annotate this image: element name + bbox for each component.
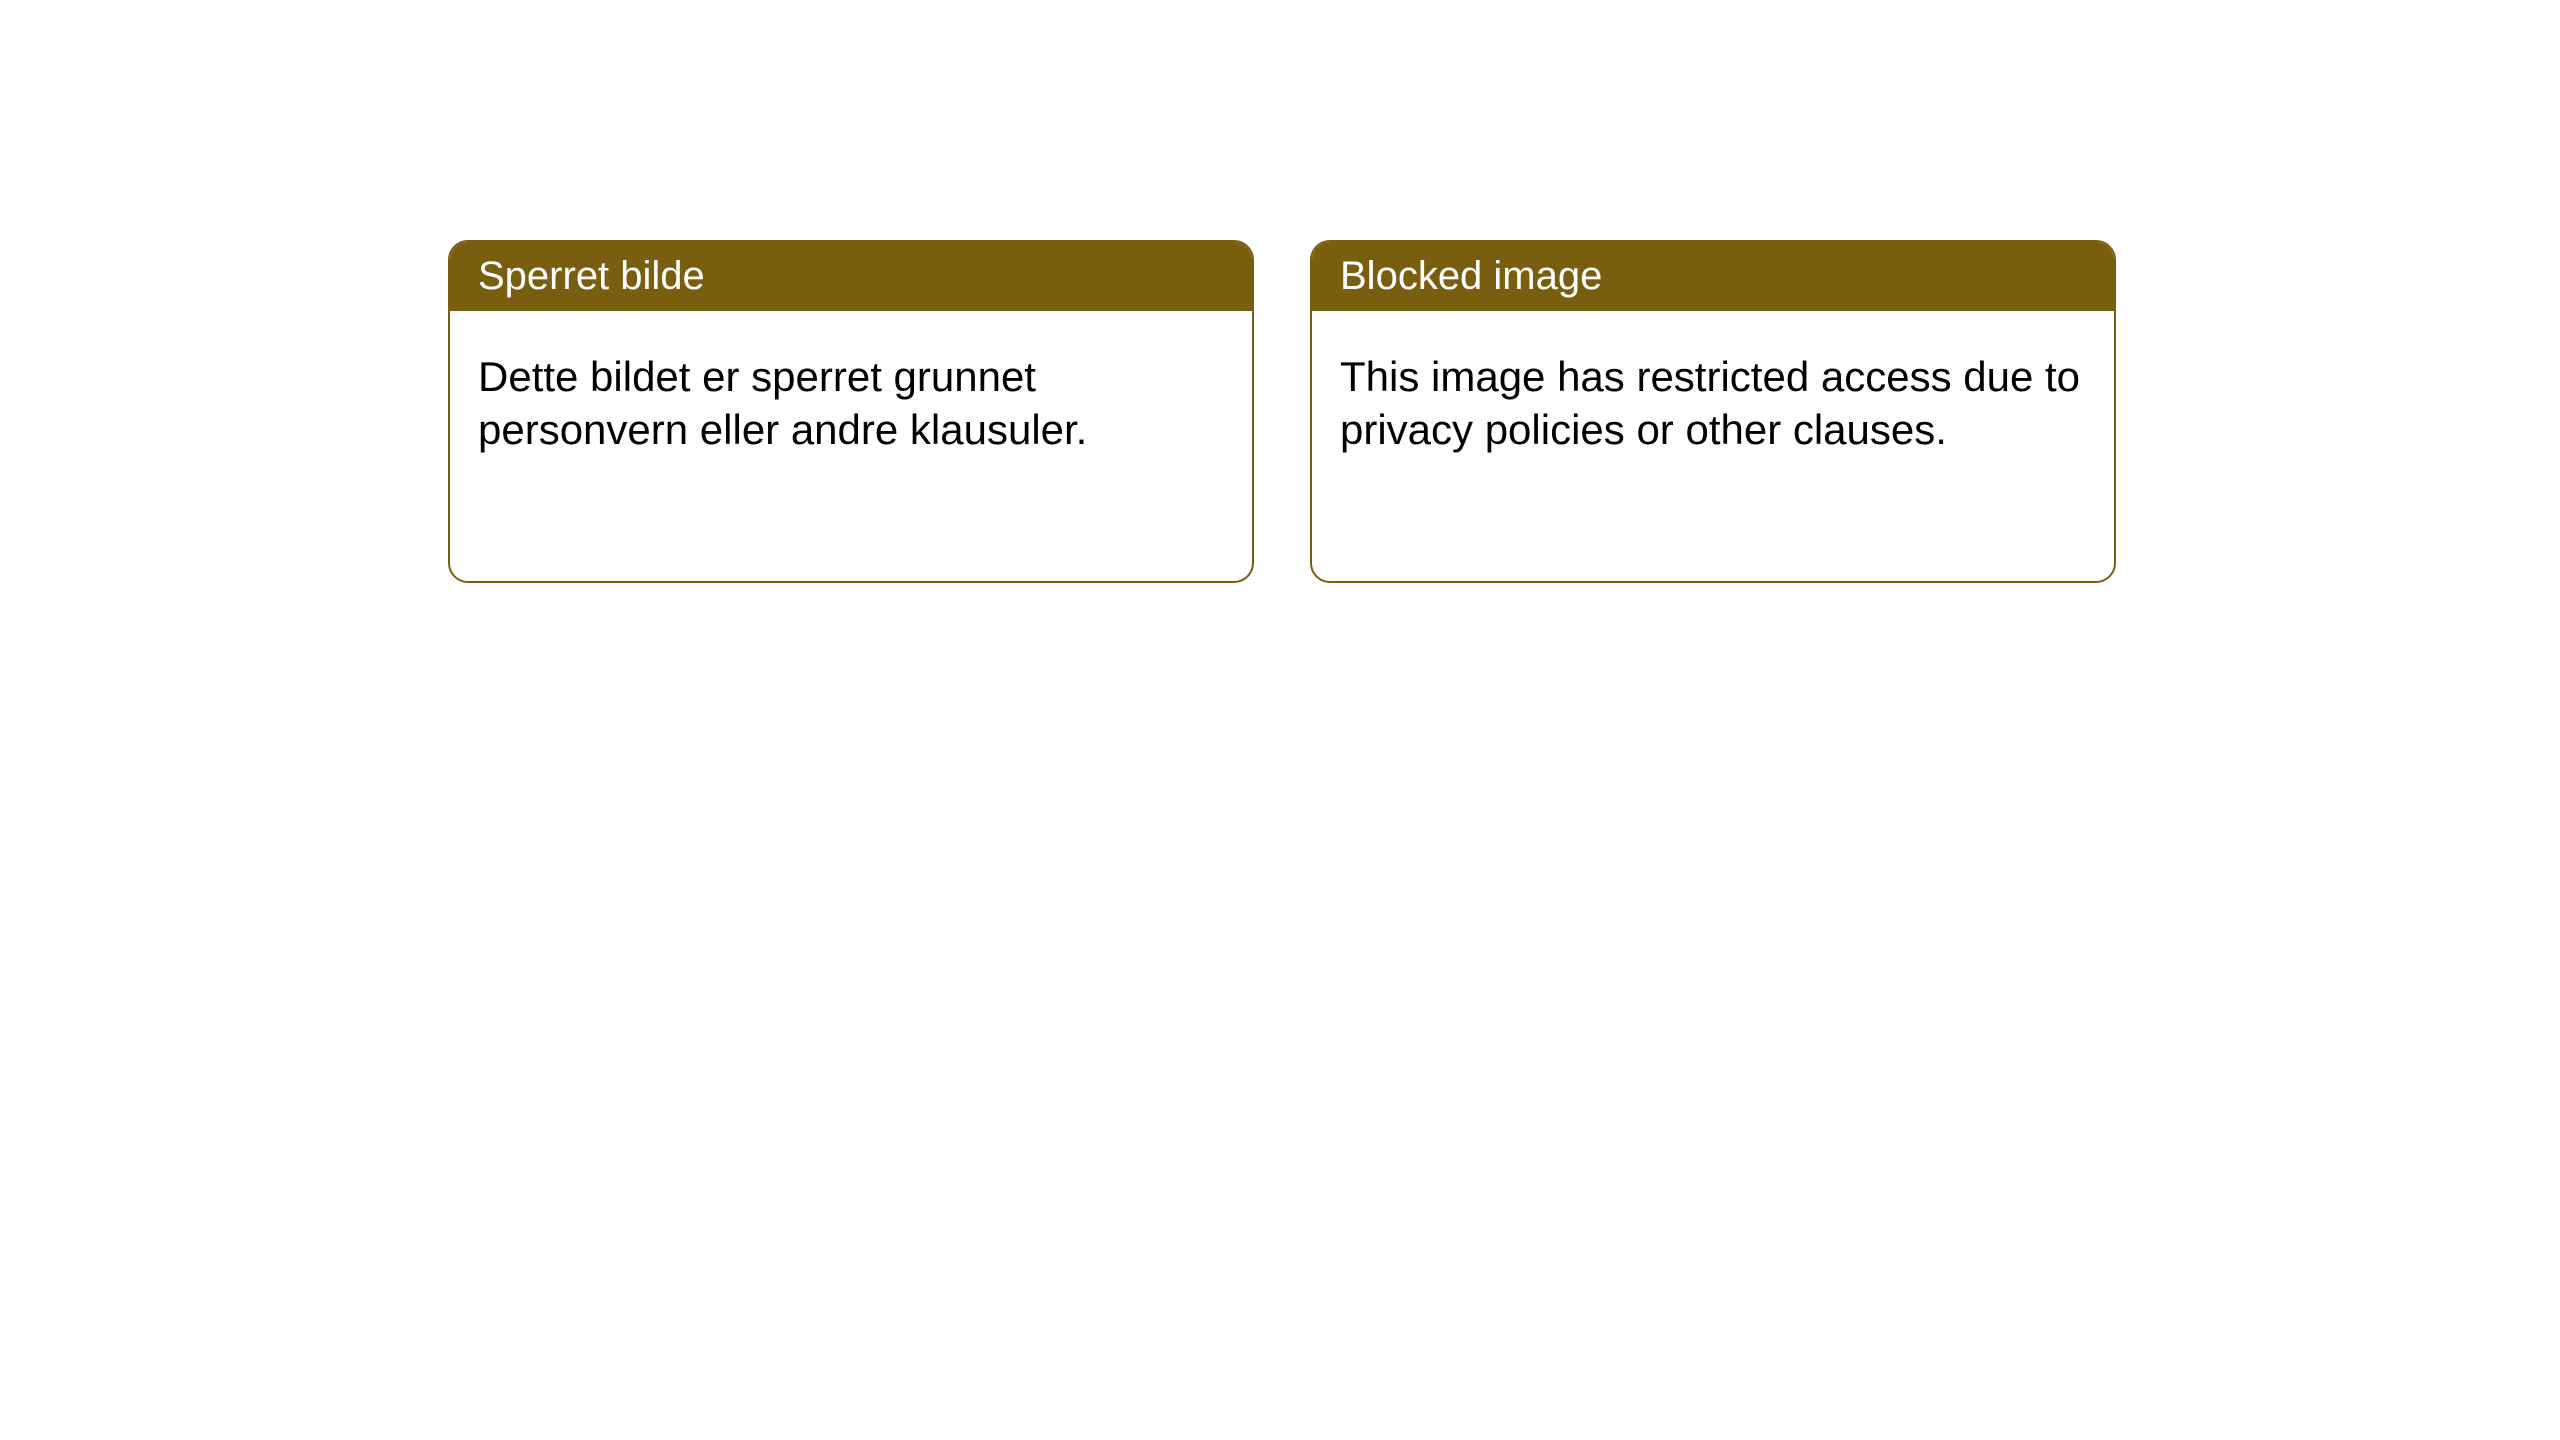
card-title: Sperret bilde — [450, 242, 1252, 311]
card-title: Blocked image — [1312, 242, 2114, 311]
card-body: This image has restricted access due to … — [1312, 311, 2114, 581]
notice-card-norwegian: Sperret bilde Dette bildet er sperret gr… — [448, 240, 1254, 583]
notice-card-english: Blocked image This image has restricted … — [1310, 240, 2116, 583]
card-body: Dette bildet er sperret grunnet personve… — [450, 311, 1252, 581]
notice-container: Sperret bilde Dette bildet er sperret gr… — [0, 0, 2560, 583]
